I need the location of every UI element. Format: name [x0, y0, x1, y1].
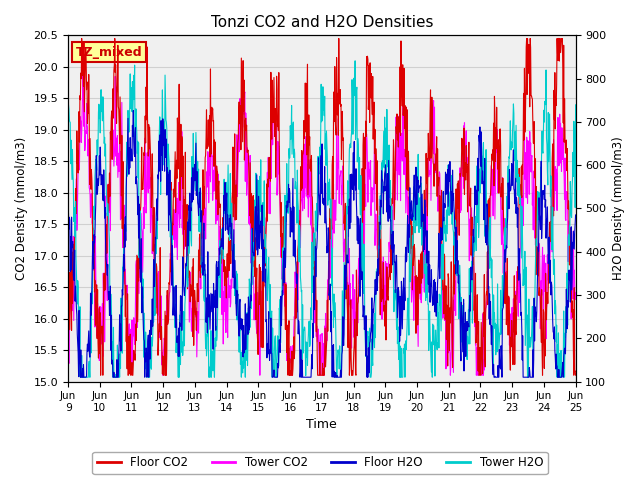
Tower CO2	[514, 289, 522, 295]
Floor H2O	[144, 338, 152, 344]
Tower H2O	[64, 143, 72, 148]
Floor H2O	[515, 261, 522, 266]
Floor CO2	[78, 36, 86, 41]
X-axis label: Time: Time	[307, 419, 337, 432]
Tower CO2	[64, 372, 72, 378]
Line: Floor CO2: Floor CO2	[68, 38, 575, 375]
Tower H2O	[515, 172, 522, 178]
Floor H2O	[129, 108, 137, 113]
Floor H2O	[120, 268, 128, 274]
Floor CO2	[515, 276, 522, 281]
Tower CO2	[143, 149, 151, 155]
Y-axis label: H2O Density (mmol/m3): H2O Density (mmol/m3)	[612, 136, 625, 280]
Y-axis label: CO2 Density (mmol/m3): CO2 Density (mmol/m3)	[15, 137, 28, 280]
Floor CO2	[97, 372, 104, 378]
Floor CO2	[461, 160, 468, 166]
Tower H2O	[461, 353, 468, 359]
Line: Tower CO2: Tower CO2	[68, 68, 575, 375]
Tower H2O	[374, 272, 381, 277]
Tower H2O	[77, 374, 85, 380]
Tower H2O	[572, 102, 579, 108]
Tower H2O	[351, 58, 359, 64]
Tower CO2	[513, 276, 521, 282]
Floor CO2	[120, 253, 128, 259]
Title: Tonzi CO2 and H2O Densities: Tonzi CO2 and H2O Densities	[211, 15, 433, 30]
Floor CO2	[144, 133, 152, 139]
Tower CO2	[120, 202, 128, 208]
Legend: Floor CO2, Tower CO2, Floor H2O, Tower H2O: Floor CO2, Tower CO2, Floor H2O, Tower H…	[92, 452, 548, 474]
Floor CO2	[64, 315, 72, 321]
Tower CO2	[461, 120, 468, 126]
Line: Floor H2O: Floor H2O	[68, 110, 575, 377]
Tower CO2	[572, 290, 579, 296]
Tower CO2	[373, 245, 381, 251]
Floor H2O	[461, 348, 468, 353]
Tower CO2	[79, 65, 87, 71]
Floor H2O	[77, 374, 84, 380]
Floor H2O	[514, 205, 522, 211]
Text: TZ_mixed: TZ_mixed	[76, 46, 142, 59]
Line: Tower H2O: Tower H2O	[68, 61, 575, 377]
Floor H2O	[64, 227, 72, 233]
Floor CO2	[514, 264, 522, 270]
Tower H2O	[120, 251, 128, 256]
Tower H2O	[143, 349, 151, 355]
Floor H2O	[374, 277, 381, 283]
Floor H2O	[572, 212, 579, 218]
Floor CO2	[572, 372, 579, 378]
Tower H2O	[514, 192, 522, 198]
Floor CO2	[374, 211, 381, 217]
